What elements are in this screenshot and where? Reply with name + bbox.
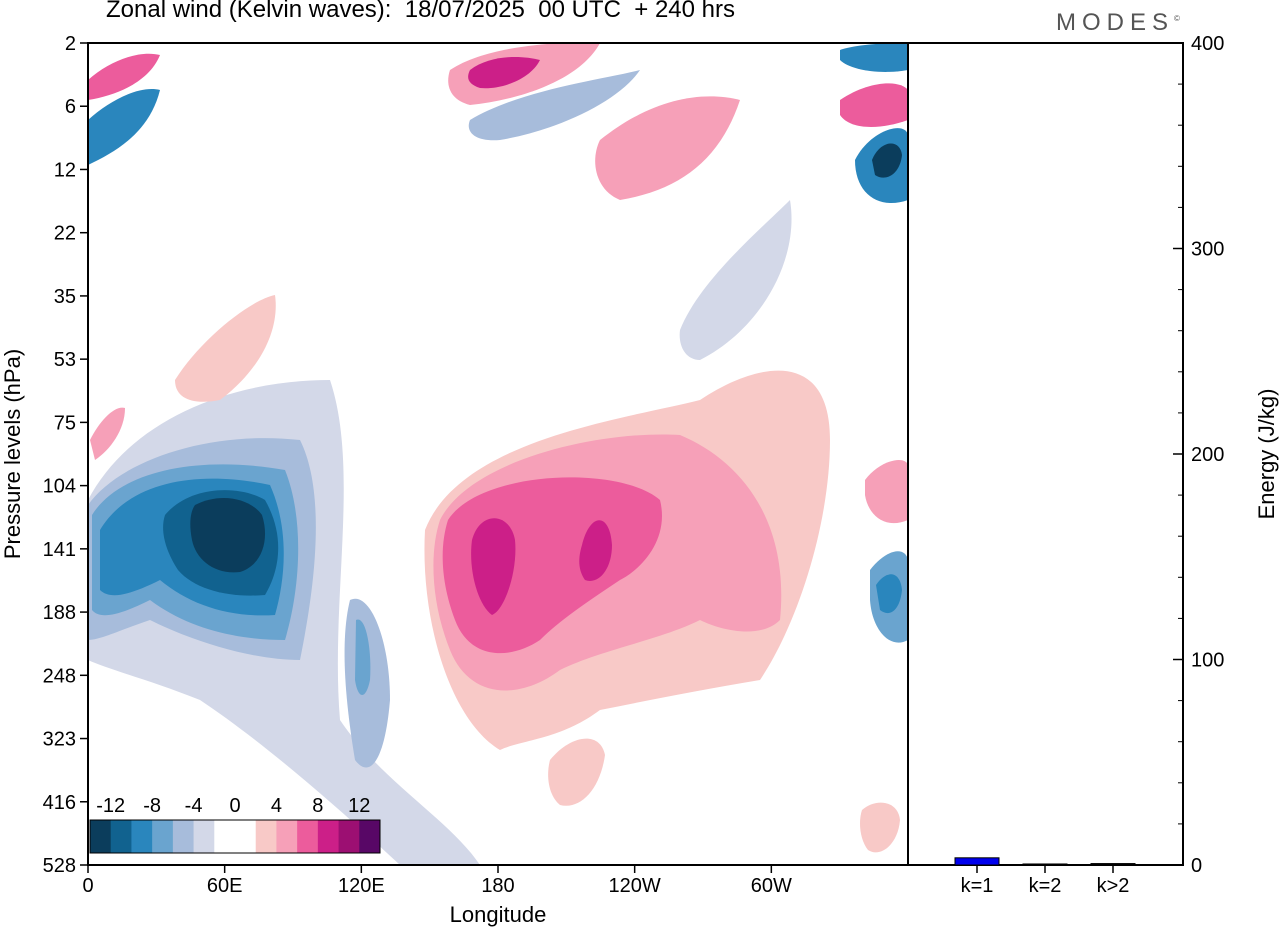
contour-pos-4 — [471, 518, 516, 615]
contour-pos-5 — [579, 520, 612, 581]
x-tick-label: 60W — [751, 875, 792, 897]
bar-category-label: k>2 — [1097, 875, 1130, 897]
y-tick-label: 35 — [54, 286, 76, 308]
colorbar-swatch — [110, 820, 132, 853]
colorbar-swatch — [276, 820, 298, 853]
bar-category-label: k=2 — [1029, 875, 1062, 897]
energy-bar — [1022, 863, 1068, 866]
y-tick-label: 6 — [65, 96, 76, 118]
colorbar-label: -4 — [185, 795, 203, 817]
colorbar-swatch — [297, 820, 319, 853]
heatmap-field — [88, 43, 908, 865]
y-tick-label: 141 — [43, 539, 76, 561]
colorbar: -12 -8 -4 0 4 8 12 — [89, 795, 381, 854]
y-tick-label: 248 — [43, 665, 76, 687]
y-axis: 2 6 12 22 35 53 75 104 141 188 248 323 416 528 — [43, 33, 88, 877]
colorbar-swatch — [338, 820, 360, 853]
contour-low-1 — [548, 738, 605, 806]
energy-bar — [1090, 863, 1136, 866]
energy-tick-label: 300 — [1191, 239, 1224, 261]
y-tick-label: 2 — [65, 33, 76, 55]
contour-upper-3 — [468, 70, 640, 141]
bar-category-label: k=1 — [961, 875, 994, 897]
contour-mid-3 — [679, 200, 792, 360]
contour-low-2 — [860, 802, 900, 853]
colorbar-swatch — [193, 820, 215, 853]
y-tick-label: 323 — [43, 729, 76, 751]
colorbar-label: -8 — [143, 795, 161, 817]
y-axis-label: Pressure levels (hPa) — [0, 349, 25, 559]
x-tick-label: 120E — [338, 875, 385, 897]
y-tick-label: 528 — [43, 855, 76, 877]
contour-upper-4 — [595, 96, 740, 200]
contour-upper-9 — [88, 53, 160, 100]
colorbar-frame — [89, 819, 381, 854]
contour-upper-7 — [872, 143, 902, 178]
y-tick-label: 22 — [54, 223, 76, 245]
energy-axis-label: Energy (J/kg) — [1254, 389, 1279, 520]
contour-right-2 — [876, 574, 902, 614]
x-tick-label: 60E — [207, 875, 243, 897]
energy-tick-label: 400 — [1191, 33, 1224, 55]
y-tick-label: 12 — [54, 159, 76, 181]
x-axis: 0 60E 120E 180 120W 60W — [82, 865, 792, 897]
contour-mid-2 — [90, 407, 125, 460]
contour-neg-6 — [190, 497, 266, 573]
contour-neg-8 — [355, 619, 371, 695]
colorbar-swatch — [90, 820, 112, 853]
colorbar-swatch — [172, 820, 194, 853]
energy-tick-label: 0 — [1191, 855, 1202, 877]
y-tick-label: 188 — [43, 602, 76, 624]
y-tick-label: 75 — [54, 412, 76, 434]
colorbar-swatch — [152, 820, 174, 853]
x-tick-label: 180 — [481, 875, 514, 897]
chart-title: Zonal wind (Kelvin waves): 18/07/2025 00… — [106, 0, 735, 23]
x-tick-label: 120W — [609, 875, 661, 897]
colorbar-label: 12 — [348, 795, 370, 817]
y-tick-label: 416 — [43, 792, 76, 814]
colorbar-label: 0 — [229, 795, 240, 817]
energy-axis: 0 100 200 300 400 — [1173, 33, 1224, 877]
energy-bars: k=1 k=2 k>2 — [954, 857, 1136, 897]
contour-right-3 — [865, 460, 908, 524]
colorbar-label: 4 — [271, 795, 282, 817]
x-tick-label: 0 — [82, 875, 93, 897]
colorbar-swatch — [131, 820, 153, 853]
modes-logo: MODES© — [1056, 9, 1180, 37]
contour-upper-2 — [468, 57, 540, 89]
colorbar-swatch — [214, 820, 236, 853]
energy-bar — [954, 857, 1000, 866]
energy-tick-label: 200 — [1191, 444, 1224, 466]
contour-upper-10 — [840, 43, 908, 72]
colorbar-swatch — [317, 820, 339, 853]
logo-text: MODES — [1056, 9, 1175, 36]
colorbar-swatch — [255, 820, 277, 853]
y-tick-label: 53 — [54, 349, 76, 371]
logo-mark: © — [1174, 14, 1180, 23]
y-tick-label: 104 — [43, 476, 76, 498]
x-axis-label: Longitude — [450, 902, 547, 927]
bar-panel-frame — [907, 42, 1184, 866]
colorbar-label: 8 — [312, 795, 323, 817]
colorbar-swatch — [235, 820, 257, 853]
contour-upper-5 — [840, 83, 908, 127]
colorbar-label: -12 — [96, 795, 125, 817]
contour-upper-8 — [88, 89, 160, 165]
contour-mid-1 — [175, 295, 276, 402]
energy-tick-label: 100 — [1191, 650, 1224, 672]
colorbar-swatch — [359, 820, 381, 853]
